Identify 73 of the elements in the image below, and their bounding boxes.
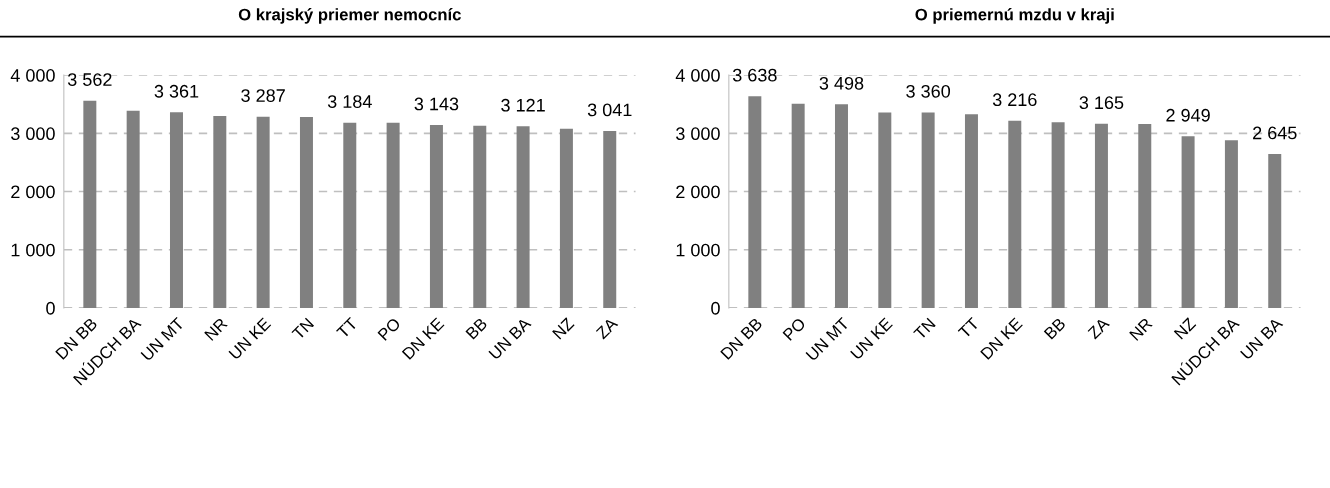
data-label: 3 562	[67, 73, 112, 86]
x-tick-label: UN KE	[228, 317, 272, 361]
x-tick-label: NR	[204, 317, 228, 341]
x-tick-label: DN KE	[980, 317, 1023, 360]
x-tick-label: TN	[291, 317, 315, 341]
data-label: 3 184	[327, 95, 372, 108]
y-tick-label: 4 000	[10, 69, 55, 82]
bar	[921, 112, 935, 308]
bar	[516, 126, 530, 308]
y-tick-label: 0	[46, 301, 55, 315]
bar	[1268, 154, 1282, 308]
data-label: 3 143	[414, 97, 459, 111]
data-label: 3 216	[992, 93, 1037, 107]
bar	[603, 130, 617, 308]
data-label: 3 361	[154, 84, 199, 98]
bar	[1051, 122, 1065, 308]
x-tick-label: DN BB	[720, 317, 763, 360]
bar	[386, 122, 400, 308]
x-tick-label: UN MT	[805, 316, 850, 362]
x-tick-label: UN BA	[1240, 316, 1284, 361]
x-tick-label: TN	[913, 317, 936, 341]
data-label: 3 165	[1079, 96, 1124, 110]
y-tick-label: 3 000	[676, 127, 720, 141]
y-tick-label: 0	[711, 301, 720, 315]
data-label: 3 287	[241, 89, 285, 102]
bar	[169, 112, 183, 308]
data-label: 3 041	[587, 103, 632, 117]
x-tick-label: NR	[1129, 317, 1153, 341]
bar	[299, 117, 313, 308]
x-tick-label: UN BA	[488, 316, 532, 361]
bar	[256, 116, 270, 308]
bar	[834, 104, 848, 308]
bar	[1008, 120, 1022, 308]
bar	[126, 110, 140, 308]
bar	[1181, 136, 1195, 308]
bar	[964, 114, 978, 308]
y-tick-label: 4 000	[675, 69, 720, 82]
bar	[748, 96, 762, 308]
data-label: 3 498	[819, 76, 864, 90]
y-tick-label: 3 000	[11, 127, 55, 141]
x-tick-label: BB	[1043, 317, 1067, 340]
x-tick-label: ZA	[1087, 316, 1110, 340]
data-label: 2 645	[1253, 126, 1297, 140]
bar	[213, 115, 227, 308]
bar	[1138, 124, 1152, 308]
y-tick-label: 1 000	[11, 243, 55, 257]
data-label: 3 638	[732, 68, 777, 82]
data-label: 3 360	[906, 84, 951, 98]
x-tick-label: UN KE	[850, 317, 893, 361]
bar	[1094, 123, 1108, 308]
bar	[429, 125, 443, 308]
x-tick-label: TT	[957, 316, 980, 339]
bar	[878, 112, 892, 308]
data-label: 2 949	[1166, 108, 1210, 122]
bar	[1224, 140, 1238, 308]
x-tick-label: DN KE	[401, 317, 445, 360]
bar	[343, 122, 357, 308]
chart-title: O priemernú mzdu v kraji	[915, 8, 1114, 24]
x-tick-label: BB	[465, 317, 488, 340]
bar	[83, 100, 97, 308]
x-tick-label: ZA	[595, 316, 619, 340]
y-tick-label: 1 000	[676, 243, 720, 257]
y-tick-label: 2 000	[11, 185, 55, 199]
bar	[791, 103, 805, 308]
x-tick-label: PO	[782, 317, 807, 341]
x-tick-label: PO	[377, 317, 402, 341]
data-label: 3 121	[501, 98, 545, 112]
y-tick-label: 2 000	[676, 185, 720, 199]
x-tick-label: NZ	[552, 317, 575, 340]
bar	[473, 125, 487, 308]
x-tick-label: TT	[336, 316, 359, 339]
chart-title: O krajský priemer nemocníc	[238, 8, 461, 24]
bar	[559, 128, 573, 308]
